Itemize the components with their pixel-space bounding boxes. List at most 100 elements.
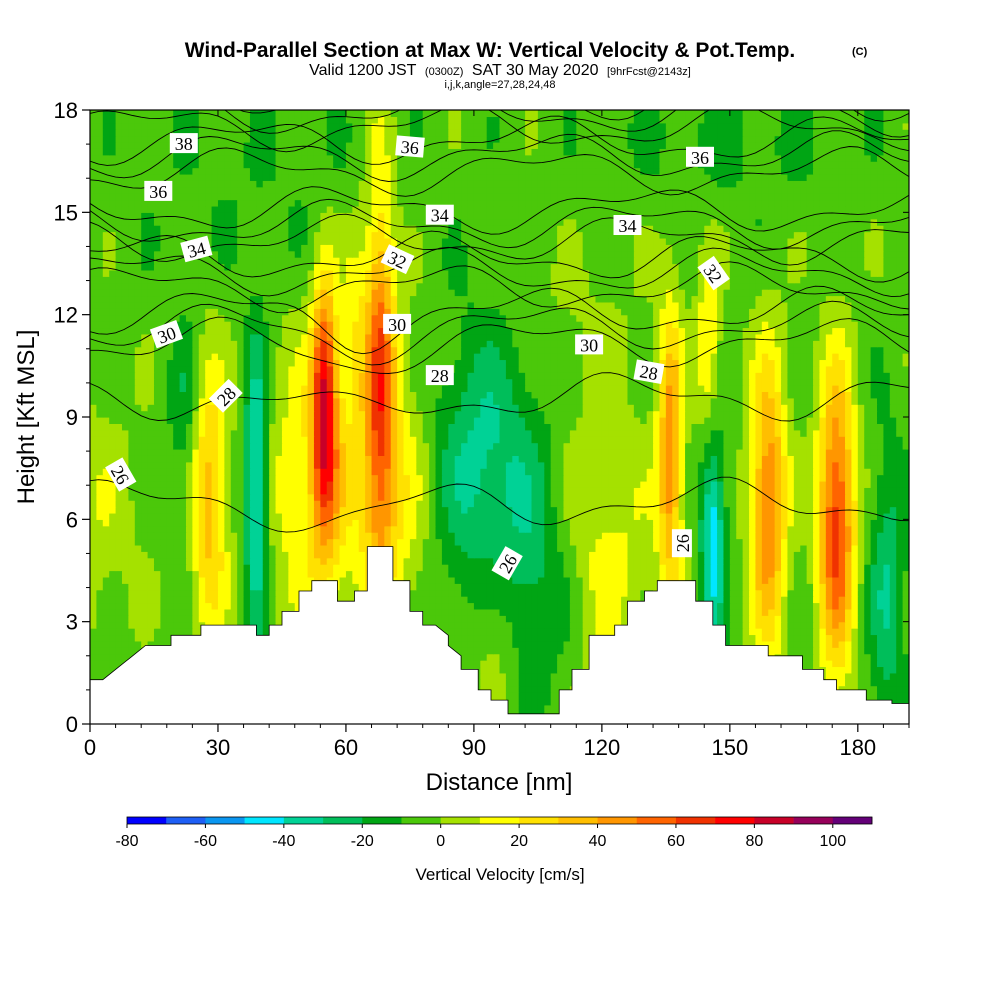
velocity-cell bbox=[339, 512, 347, 520]
velocity-cell bbox=[448, 564, 456, 572]
velocity-cell bbox=[102, 480, 110, 488]
velocity-cell bbox=[377, 506, 385, 514]
velocity-cell bbox=[537, 602, 545, 610]
velocity-cell bbox=[537, 474, 545, 482]
velocity-cell bbox=[569, 551, 577, 559]
velocity-cell bbox=[749, 628, 757, 636]
velocity-cell bbox=[480, 672, 488, 680]
velocity-cell bbox=[595, 596, 603, 604]
velocity-cell bbox=[109, 532, 117, 540]
velocity-cell bbox=[217, 557, 225, 565]
velocity-cell bbox=[352, 532, 360, 540]
velocity-cell bbox=[473, 634, 481, 642]
velocity-cell bbox=[256, 615, 264, 623]
velocity-cell bbox=[729, 557, 737, 565]
velocity-cell bbox=[518, 621, 526, 629]
velocity-cell bbox=[582, 544, 590, 552]
velocity-cell bbox=[173, 532, 181, 540]
velocity-cell bbox=[416, 589, 424, 597]
velocity-cell bbox=[582, 615, 590, 623]
velocity-cell bbox=[889, 551, 897, 559]
velocity-cell bbox=[448, 634, 456, 642]
velocity-cell bbox=[627, 564, 635, 572]
velocity-cell bbox=[755, 602, 763, 610]
velocity-cell bbox=[845, 672, 853, 680]
velocity-cell bbox=[601, 506, 609, 514]
velocity-cell bbox=[582, 493, 590, 501]
velocity-cell bbox=[800, 480, 808, 488]
velocity-cell bbox=[557, 506, 565, 514]
velocity-cell bbox=[230, 564, 238, 572]
velocity-cell bbox=[256, 602, 264, 610]
velocity-cell bbox=[166, 493, 174, 501]
velocity-cell bbox=[90, 672, 97, 680]
velocity-cell bbox=[755, 551, 763, 559]
velocity-cell bbox=[275, 551, 283, 559]
velocity-cell bbox=[499, 487, 507, 495]
velocity-cell bbox=[211, 519, 219, 527]
velocity-cell bbox=[358, 487, 366, 495]
velocity-cell bbox=[429, 602, 437, 610]
velocity-cell bbox=[480, 640, 488, 648]
velocity-cell bbox=[864, 672, 872, 680]
velocity-cell bbox=[173, 602, 181, 610]
velocity-cell bbox=[563, 666, 571, 674]
velocity-cell bbox=[505, 672, 513, 680]
velocity-cell bbox=[896, 692, 904, 700]
velocity-cell bbox=[819, 608, 827, 616]
velocity-cell bbox=[339, 576, 347, 584]
velocity-cell bbox=[576, 512, 584, 520]
velocity-cell bbox=[358, 538, 366, 546]
velocity-cell bbox=[505, 487, 513, 495]
velocity-cell bbox=[333, 506, 341, 514]
velocity-cell bbox=[755, 608, 763, 616]
velocity-cell bbox=[704, 480, 712, 488]
velocity-cell bbox=[672, 480, 680, 488]
velocity-cell bbox=[563, 640, 571, 648]
velocity-cell bbox=[326, 474, 334, 482]
velocity-cell bbox=[301, 544, 309, 552]
velocity-cell bbox=[128, 500, 136, 508]
velocity-cell bbox=[563, 679, 571, 687]
velocity-cell bbox=[665, 532, 673, 540]
velocity-cell bbox=[307, 474, 315, 482]
velocity-cell bbox=[454, 557, 462, 565]
velocity-cell bbox=[902, 698, 909, 706]
velocity-cell bbox=[518, 666, 526, 674]
velocity-cell bbox=[454, 512, 462, 520]
velocity-cell bbox=[896, 506, 904, 514]
velocity-cell bbox=[877, 666, 885, 674]
velocity-cell bbox=[90, 519, 97, 527]
velocity-cell bbox=[525, 525, 533, 533]
velocity-cell bbox=[845, 500, 853, 508]
velocity-cell bbox=[505, 474, 513, 482]
velocity-cell bbox=[371, 500, 379, 508]
velocity-cell bbox=[736, 487, 744, 495]
velocity-cell bbox=[115, 519, 123, 527]
velocity-cell bbox=[147, 589, 155, 597]
velocity-cell bbox=[601, 564, 609, 572]
velocity-cell bbox=[493, 615, 501, 623]
velocity-cell bbox=[531, 596, 539, 604]
velocity-cell bbox=[397, 519, 405, 527]
velocity-cell bbox=[736, 519, 744, 527]
velocity-cell bbox=[435, 621, 443, 629]
velocity-cell bbox=[569, 544, 577, 552]
velocity-cell bbox=[480, 564, 488, 572]
velocity-cell bbox=[646, 532, 654, 540]
velocity-cell bbox=[384, 506, 392, 514]
velocity-cell bbox=[326, 519, 334, 527]
velocity-cell bbox=[205, 602, 213, 610]
velocity-cell bbox=[275, 596, 283, 604]
velocity-cell bbox=[544, 487, 552, 495]
velocity-cell bbox=[185, 544, 193, 552]
velocity-cell bbox=[173, 583, 181, 591]
velocity-cell bbox=[749, 538, 757, 546]
velocity-cell bbox=[192, 602, 200, 610]
velocity-cell bbox=[793, 480, 801, 488]
velocity-cell bbox=[825, 564, 833, 572]
velocity-cell bbox=[877, 589, 885, 597]
velocity-cell bbox=[582, 551, 590, 559]
velocity-cell bbox=[198, 512, 206, 520]
velocity-cell bbox=[601, 583, 609, 591]
